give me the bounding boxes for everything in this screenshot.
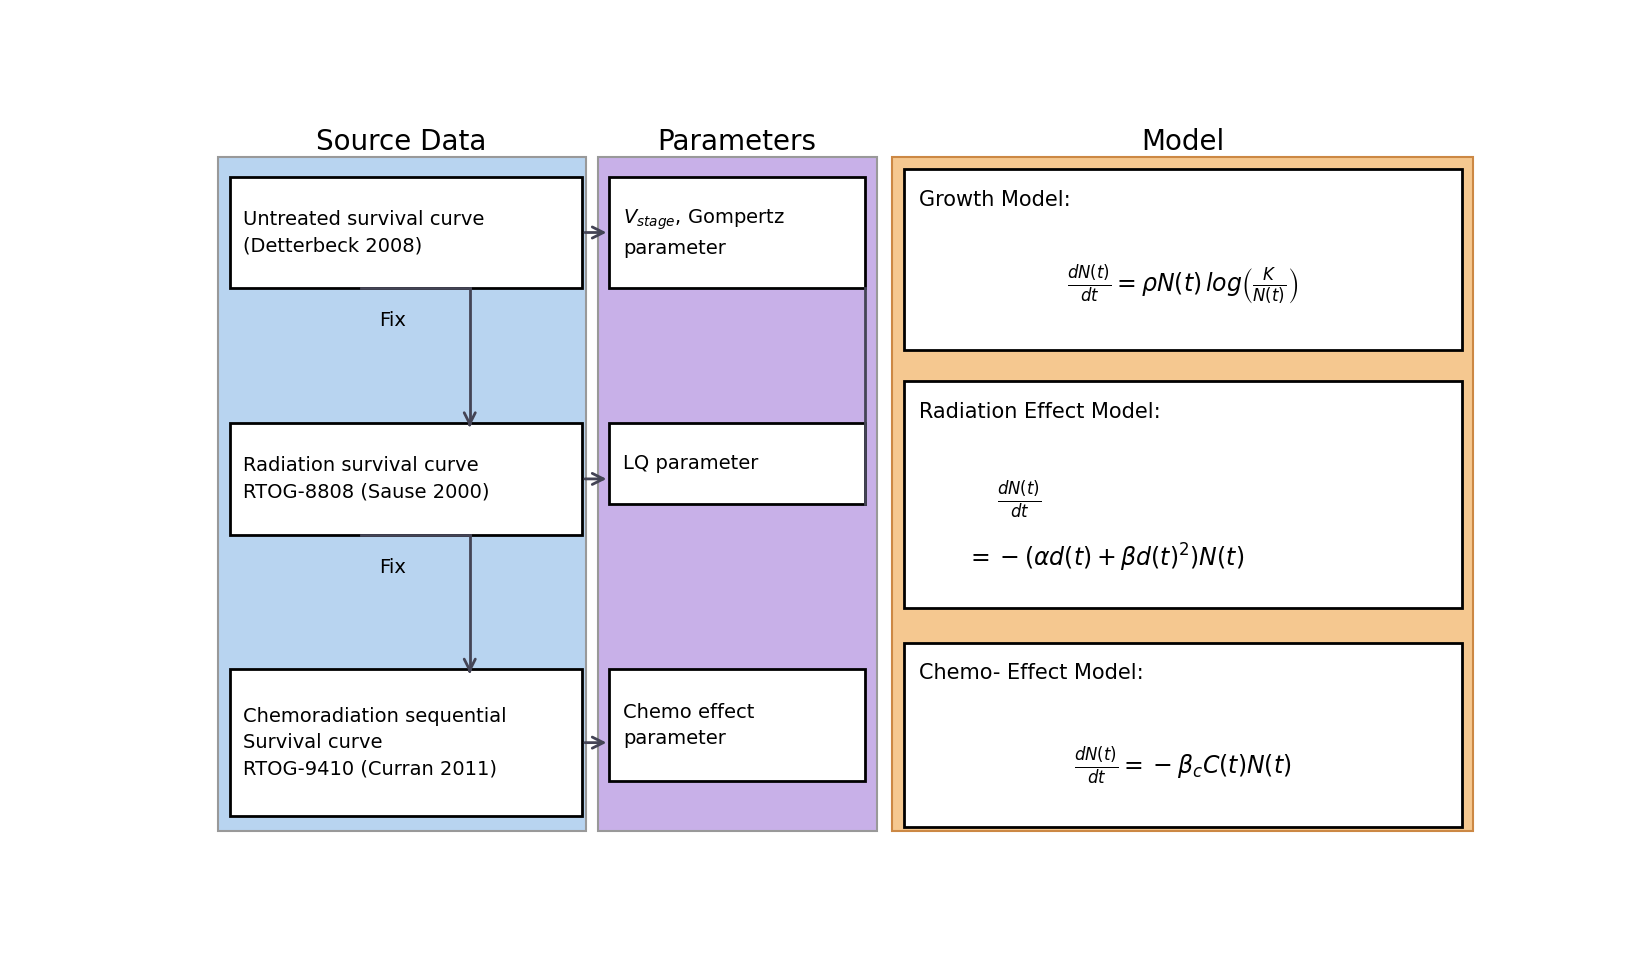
Text: $\frac{dN(t)}{dt} = \rho N(t)\, log\left(\frac{K}{N(t)}\right)$: $\frac{dN(t)}{dt} = \rho N(t)\, log\left… bbox=[1068, 263, 1299, 306]
Text: $\frac{dN(t)}{dt}$: $\frac{dN(t)}{dt}$ bbox=[997, 479, 1041, 521]
Text: Radiation Effect Model:: Radiation Effect Model: bbox=[919, 402, 1162, 422]
Bar bbox=[229, 423, 582, 535]
Text: Model: Model bbox=[1142, 129, 1224, 156]
Text: $\frac{dN(t)}{dt} = -\beta_c C(t)N(t)$: $\frac{dN(t)}{dt} = -\beta_c C(t)N(t)$ bbox=[1074, 744, 1292, 786]
Text: LQ parameter: LQ parameter bbox=[624, 454, 759, 473]
Text: Fix: Fix bbox=[380, 558, 406, 576]
Text: Growth Model:: Growth Model: bbox=[919, 190, 1071, 210]
Text: Radiation survival curve
RTOG-8808 (Sause 2000): Radiation survival curve RTOG-8808 (Saus… bbox=[244, 456, 490, 502]
Bar bbox=[609, 423, 865, 503]
Bar bbox=[609, 176, 865, 289]
Bar bbox=[609, 669, 865, 782]
Text: Chemo- Effect Model:: Chemo- Effect Model: bbox=[919, 664, 1143, 684]
Bar bbox=[893, 157, 1473, 831]
Bar bbox=[597, 157, 876, 831]
Text: Source Data: Source Data bbox=[317, 129, 487, 156]
Text: $V_{stage}$, Gompertz
parameter: $V_{stage}$, Gompertz parameter bbox=[624, 207, 785, 258]
Text: $= -(\alpha d(t) + \beta d(t)^2)N(t)$: $= -(\alpha d(t) + \beta d(t)^2)N(t)$ bbox=[965, 542, 1244, 573]
Bar bbox=[229, 669, 582, 816]
Bar bbox=[904, 643, 1462, 828]
Text: Untreated survival curve
(Detterbeck 2008): Untreated survival curve (Detterbeck 200… bbox=[244, 210, 485, 255]
Text: Fix: Fix bbox=[380, 312, 406, 331]
Bar bbox=[904, 381, 1462, 608]
Bar bbox=[218, 157, 586, 831]
Text: Parameters: Parameters bbox=[658, 129, 817, 156]
Text: Chemo effect
parameter: Chemo effect parameter bbox=[624, 703, 754, 748]
Text: Chemoradiation sequential
Survival curve
RTOG-9410 (Curran 2011): Chemoradiation sequential Survival curve… bbox=[244, 707, 507, 779]
Bar bbox=[904, 169, 1462, 350]
Bar bbox=[229, 176, 582, 289]
